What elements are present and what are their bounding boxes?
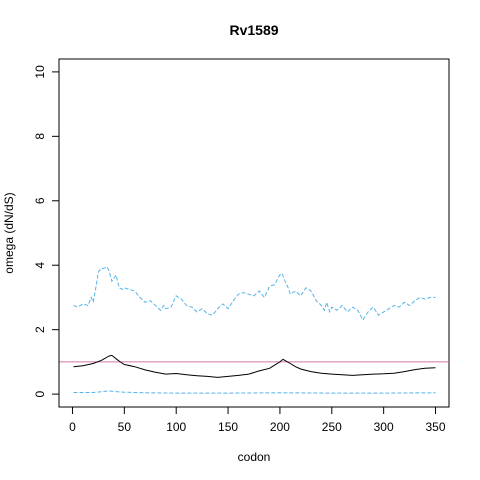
x-axis: 0 50 100 150 200 250 300 350 [69,406,446,434]
y-axis: 0 2 4 6 8 10 [33,65,60,397]
y-tick-label: 4 [33,262,47,269]
x-tick-label: 250 [322,420,342,434]
x-tick-label: 200 [270,420,290,434]
y-tick-label: 6 [33,197,47,204]
x-tick-label: 0 [69,420,76,434]
plot-region [58,58,450,408]
x-tick-label: 150 [218,420,238,434]
omega-estimate-series-line [73,354,436,378]
lower-bound-series-line [73,390,436,394]
chart-title: Rv1589 [229,22,278,38]
plot-frame [58,58,450,408]
y-tick-label: 8 [33,133,47,140]
y-axis-label: omega (dN/dS) [2,192,16,273]
y-tick-label: 10 [33,65,47,79]
y-tick-label: 0 [33,390,47,397]
y-tick-label: 2 [33,326,47,333]
x-tick-label: 300 [374,420,394,434]
series-group [73,266,436,394]
x-tick-label: 350 [426,420,446,434]
x-tick-label: 100 [166,420,186,434]
upper-bound-series-line [73,266,436,321]
x-axis-label: codon [238,450,271,464]
x-tick-label: 50 [118,420,132,434]
